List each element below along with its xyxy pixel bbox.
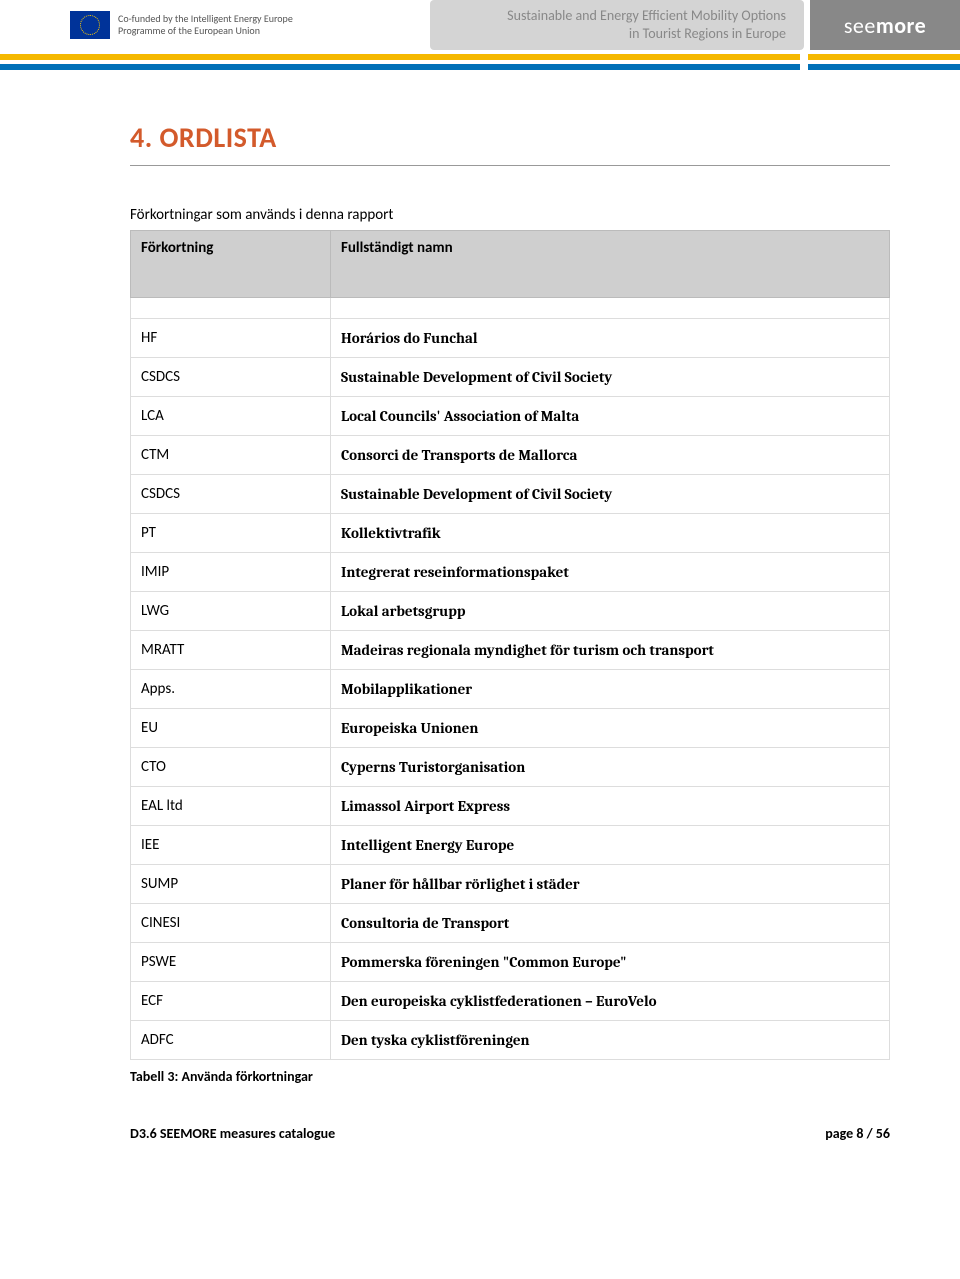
- abbreviation-table: Förkortning Fullständigt namn HFHorários…: [130, 230, 890, 1060]
- table-row: CSDCSSustainable Development of Civil So…: [131, 358, 890, 397]
- cell-full: Consorci de Transports de Mallorca: [331, 436, 890, 475]
- cell-abbr: CTO: [131, 748, 331, 787]
- cell-abbr: IEE: [131, 826, 331, 865]
- cell-full: Intelligent Energy Europe: [331, 826, 890, 865]
- logo-part-see: see: [844, 12, 876, 39]
- table-row: ECFDen europeiska cyklistfederationen – …: [131, 982, 890, 1021]
- cell-abbr: CSDCS: [131, 475, 331, 514]
- cell-abbr: LWG: [131, 592, 331, 631]
- funding-text: Co-funded by the Intelligent Energy Euro…: [118, 13, 293, 37]
- cell-abbr: HF: [131, 319, 331, 358]
- intro-text: Förkortningar som används i denna rappor…: [130, 206, 890, 224]
- eu-stars-icon: [80, 15, 100, 35]
- table-caption: Tabell 3: Använda förkortningar: [130, 1068, 890, 1085]
- logo-part-more: more: [876, 12, 926, 39]
- cell-full: Planer för hållbar rörlighet i städer: [331, 865, 890, 904]
- eu-flag-icon: [70, 11, 110, 39]
- cell-full: Lokal arbetsgrupp: [331, 592, 890, 631]
- cell-abbr: ECF: [131, 982, 331, 1021]
- table-row: CTMConsorci de Transports de Mallorca: [131, 436, 890, 475]
- cell-full: Sustainable Development of Civil Society: [331, 358, 890, 397]
- table-row: PTKollektivtrafik: [131, 514, 890, 553]
- tagline-block: Sustainable and Energy Efficient Mobilit…: [430, 0, 804, 50]
- cell-abbr: CSDCS: [131, 358, 331, 397]
- table-row: HFHorários do Funchal: [131, 319, 890, 358]
- table-row: IMIPIntegrerat reseinformationspaket: [131, 553, 890, 592]
- table-row: MRATTMadeiras regionala myndighet för tu…: [131, 631, 890, 670]
- cell-full: Madeiras regionala myndighet för turism …: [331, 631, 890, 670]
- cell-full: Pommerska föreningen "Common Europe": [331, 943, 890, 982]
- cell-full: Sustainable Development of Civil Society: [331, 475, 890, 514]
- table-row: EAL ltdLimassol Airport Express: [131, 787, 890, 826]
- table-row: PSWEPommerska föreningen "Common Europe": [131, 943, 890, 982]
- cell-full: Mobilapplikationer: [331, 670, 890, 709]
- cell-abbr: EU: [131, 709, 331, 748]
- seemore-logo: seemore: [810, 0, 960, 50]
- cell-abbr: EAL ltd: [131, 787, 331, 826]
- table-row: EUEuropeiska Unionen: [131, 709, 890, 748]
- cell-full: Cyperns Turistorganisation: [331, 748, 890, 787]
- cell-abbr: LCA: [131, 397, 331, 436]
- cell-full: Horários do Funchal: [331, 319, 890, 358]
- tagline-line-2: in Tourist Regions in Europe: [629, 25, 786, 43]
- table-header-full: Fullständigt namn: [331, 231, 890, 298]
- table-row: CSDCSSustainable Development of Civil So…: [131, 475, 890, 514]
- section-title: 4. ORDLISTA: [130, 120, 890, 166]
- table-row: CTOCyperns Turistorganisation: [131, 748, 890, 787]
- cell-full: Den europeiska cyklistfederationen – Eur…: [331, 982, 890, 1021]
- decorative-bars: [0, 50, 960, 70]
- cell-full: Kollektivtrafik: [331, 514, 890, 553]
- table-row: Apps.Mobilapplikationer: [131, 670, 890, 709]
- cell-abbr: Apps.: [131, 670, 331, 709]
- table-row: SUMPPlaner för hållbar rörlighet i städe…: [131, 865, 890, 904]
- cell-full: Integrerat reseinformationspaket: [331, 553, 890, 592]
- table-header-abbr: Förkortning: [131, 231, 331, 298]
- tagline-line-1: Sustainable and Energy Efficient Mobilit…: [507, 7, 786, 25]
- cell-full: Europeiska Unionen: [331, 709, 890, 748]
- page-header: Co-funded by the Intelligent Energy Euro…: [0, 0, 960, 50]
- cell-abbr: ADFC: [131, 1021, 331, 1060]
- cell-abbr: PT: [131, 514, 331, 553]
- cell-full: Local Councils' Association of Malta: [331, 397, 890, 436]
- cell-abbr: CINESI: [131, 904, 331, 943]
- cell-abbr: PSWE: [131, 943, 331, 982]
- cell-abbr: IMIP: [131, 553, 331, 592]
- cell-abbr: SUMP: [131, 865, 331, 904]
- table-row: LWGLokal arbetsgrupp: [131, 592, 890, 631]
- cell-abbr: MRATT: [131, 631, 331, 670]
- table-row: CINESIConsultoria de Transport: [131, 904, 890, 943]
- table-row: IEEIntelligent Energy Europe: [131, 826, 890, 865]
- table-header-row: Förkortning Fullständigt namn: [131, 231, 890, 298]
- cell-full: Den tyska cyklistföreningen: [331, 1021, 890, 1060]
- page-content: 4. ORDLISTA Förkortningar som används i …: [0, 70, 960, 1085]
- cell-abbr: CTM: [131, 436, 331, 475]
- table-row: ADFCDen tyska cyklistföreningen: [131, 1021, 890, 1060]
- cell-full: Limassol Airport Express: [331, 787, 890, 826]
- cell-full: Consultoria de Transport: [331, 904, 890, 943]
- table-row: LCALocal Councils' Association of Malta: [131, 397, 890, 436]
- footer-page-number: page 8 / 56: [825, 1125, 890, 1142]
- page-footer: D3.6 SEEMORE measures catalogue page 8 /…: [0, 1085, 960, 1162]
- funding-line-2: Programme of the European Union: [118, 25, 293, 37]
- footer-doc-title: D3.6 SEEMORE measures catalogue: [130, 1125, 335, 1142]
- funding-block: Co-funded by the Intelligent Energy Euro…: [0, 0, 430, 50]
- table-gap-row: [131, 298, 890, 319]
